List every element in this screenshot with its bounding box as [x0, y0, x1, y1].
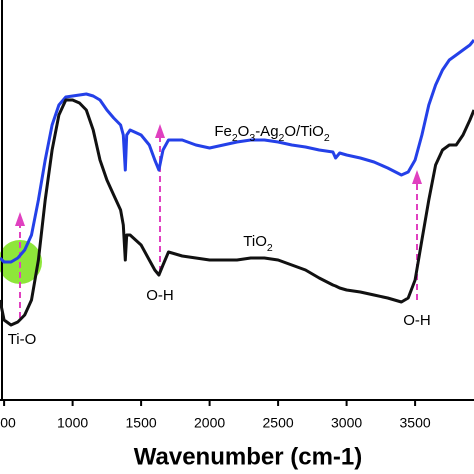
- annotation: Ti-O: [8, 331, 37, 348]
- annotation: O-H: [403, 312, 431, 329]
- x-tick-label: 2500: [263, 415, 294, 431]
- x-tick-label: 3000: [331, 415, 362, 431]
- series-line: [0, 39, 474, 264]
- annotation: O-H: [146, 287, 174, 304]
- series-label: Fe2O3-Ag2O/TiO2: [214, 123, 330, 144]
- x-tick-label: 500: [0, 415, 16, 431]
- x-tick-label: 2000: [194, 415, 225, 431]
- x-axis-title: Wavenumber (cm-1): [134, 443, 363, 470]
- series-label: TiO2: [243, 233, 273, 254]
- x-tick-label: 3500: [400, 415, 431, 431]
- x-tick-label: 1000: [57, 415, 88, 431]
- arrows: [15, 124, 422, 318]
- x-tick-label: 1500: [126, 415, 157, 431]
- series-line: [0, 98, 474, 327]
